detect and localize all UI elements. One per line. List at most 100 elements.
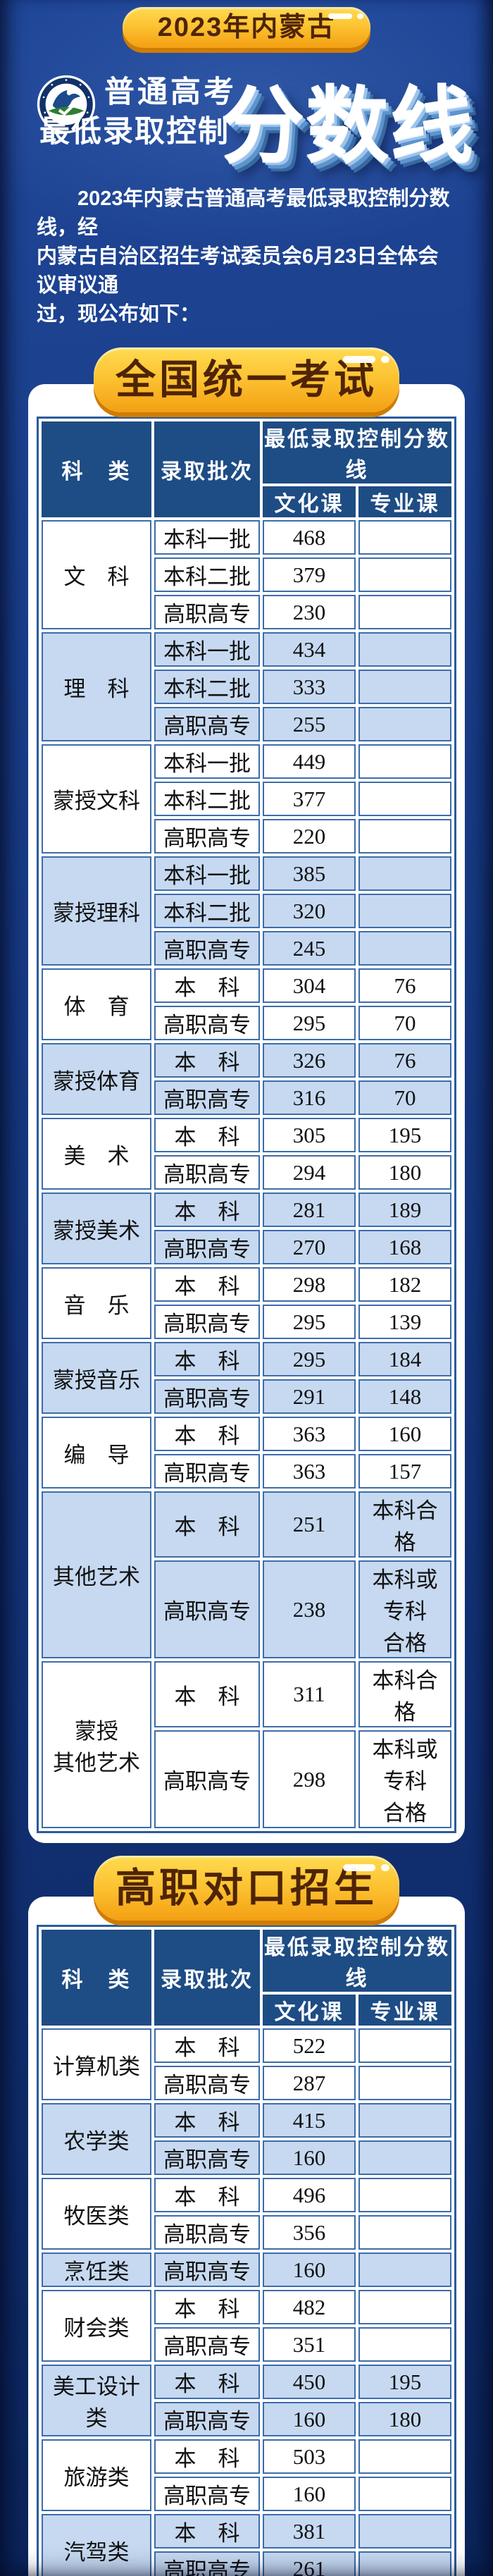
major-score-cell: 139 (358, 1305, 451, 1339)
major-score-cell (358, 819, 451, 853)
table-row: 高职高专 270 168 (42, 1230, 451, 1264)
category-cell: 其他艺术 (42, 1491, 151, 1658)
culture-score-cell: 415 (263, 2103, 356, 2138)
culture-score-cell: 316 (263, 1080, 356, 1115)
major-score-cell: 160 (358, 1417, 451, 1451)
table-row: 文 科本科一批 468 (42, 520, 451, 629)
table-row: 高职高专 230 (42, 595, 451, 629)
batch-cell: 本科一批 (154, 744, 260, 779)
category-cell: 蒙授理科 (42, 856, 151, 966)
major-score-cell: 本科合格 (358, 1491, 451, 1558)
table-row: 高职高专 291 148 (42, 1379, 451, 1414)
table-row: 高职高专 294 180 (42, 1155, 451, 1190)
culture-score-cell: 333 (263, 670, 356, 704)
major-score-cell: 70 (358, 1080, 451, 1115)
major-score-cell (358, 931, 451, 966)
badge-gloss-highlight (343, 356, 389, 363)
major-score-cell: 180 (358, 1155, 451, 1190)
major-score-cell: 182 (358, 1267, 451, 1302)
category-cell: 财会类 (42, 2290, 151, 2362)
batch-cell: 本 科 (154, 1043, 260, 1078)
culture-score-cell: 291 (263, 1379, 356, 1414)
batch-cell: 高职高专 (154, 1730, 260, 1828)
batch-cell: 高职高专 (154, 819, 260, 853)
table-row: 计算机类本 科 522 (42, 2028, 451, 2100)
title-line-2: 最低录取控制 (39, 115, 230, 149)
batch-cell: 本 科 (154, 1267, 260, 1302)
year-badge: 2023年内蒙古 (123, 7, 370, 48)
table-row: 本科二批 379 (42, 557, 451, 592)
header-category: 科 类 (42, 1930, 151, 2026)
culture-score-cell: 160 (263, 2253, 356, 2287)
table-row: 旅游类本 科 503 (42, 2439, 451, 2511)
culture-score-cell: 379 (263, 557, 356, 592)
category-cell: 蒙授体育 (42, 1043, 151, 1115)
header-category: 科 类 (42, 421, 151, 517)
table-row: 高职高专 160 180 (42, 2402, 451, 2436)
category-cell: 美 术 (42, 1118, 151, 1190)
culture-score-cell: 220 (263, 819, 356, 853)
culture-score-cell: 238 (263, 1560, 356, 1658)
batch-cell: 高职高专 (154, 2066, 260, 2100)
culture-score-cell: 377 (263, 782, 356, 816)
major-score-cell (358, 707, 451, 741)
culture-score-cell: 326 (263, 1043, 356, 1078)
intro-paragraph: 2023年内蒙古普通高考最低录取控制分数线，经 内蒙古自治区招生考试委员会6月2… (37, 185, 456, 329)
title-big-3d: 分数线 (220, 80, 475, 173)
major-score-cell: 本科或专科 合格 (358, 1560, 451, 1658)
culture-score-cell: 496 (263, 2178, 356, 2212)
table-row: 本科二批 377 (42, 782, 451, 816)
major-score-cell (358, 2290, 451, 2324)
batch-cell: 本科二批 (154, 670, 260, 704)
category-cell: 烹饪类 (42, 2253, 151, 2287)
intro-line: 过，现公布如下： (37, 303, 201, 326)
culture-score-cell: 160 (263, 2477, 356, 2511)
major-score-cell: 本科合格 (358, 1661, 451, 1727)
culture-score-cell: 270 (263, 1230, 356, 1264)
table-row: 蒙授理科 本科一批 385 (42, 856, 451, 966)
intro-line: 2023年内蒙古普通高考最低录取控制分数线，经 (37, 187, 450, 239)
table-row: 蒙授音乐本 科 295 184 (42, 1342, 451, 1414)
batch-cell: 本科一批 (154, 632, 260, 667)
table-row: 本科二批 320 (42, 894, 451, 928)
culture-score-cell: 482 (263, 2290, 356, 2324)
table-row: 高职高专 220 (42, 819, 451, 853)
header-major: 专业课 (358, 1995, 451, 2026)
culture-score-cell: 385 (263, 856, 356, 891)
exam-center-logo-icon (37, 75, 96, 134)
badge-gloss-highlight (328, 13, 363, 19)
culture-score-cell: 160 (263, 2140, 356, 2175)
batch-cell: 高职高专 (154, 1560, 260, 1658)
category-cell: 计算机类 (42, 2028, 151, 2100)
table-wrapper: 科 类 录取批次 最低录取控制分数线 文化课 专业课 计算机类本 科 522 高职高… (37, 1925, 456, 2576)
table-row: 高职高专 295 139 (42, 1305, 451, 1339)
major-score-cell (358, 894, 451, 928)
badge-gloss-highlight (343, 1864, 389, 1871)
culture-score-cell: 245 (263, 931, 356, 966)
culture-score-cell: 251 (263, 1491, 356, 1558)
table-row: 高职高专 160 (42, 2140, 451, 2175)
batch-cell: 高职高专 (154, 595, 260, 629)
culture-score-cell: 381 (263, 2514, 356, 2549)
major-score-cell: 195 (358, 1118, 451, 1152)
category-cell: 美工设计 类 (42, 2365, 151, 2436)
batch-cell: 高职高专 (154, 1454, 260, 1489)
culture-score-cell: 320 (263, 894, 356, 928)
table-row: 高职高专 316 70 (42, 1080, 451, 1115)
culture-score-cell: 255 (263, 707, 356, 741)
category-cell: 农学类 (42, 2103, 151, 2175)
major-score-cell (358, 2066, 451, 2100)
title-lines: 普通高考 最低录取控制 (0, 72, 243, 151)
header-batch: 录取批次 (154, 1930, 260, 2026)
culture-score-cell: 449 (263, 744, 356, 779)
culture-score-cell: 295 (263, 1006, 356, 1040)
major-score-cell (358, 782, 451, 816)
table-row: 牧医类本 科 496 (42, 2178, 451, 2250)
table-row: 高职高专 255 (42, 707, 451, 741)
major-score-cell (358, 2028, 451, 2063)
table-row: 烹饪类 高职高专 160 (42, 2253, 451, 2287)
score-table-panel-national: 科 类 录取批次 最低录取控制分数线 文化课 专业课 文 科本科一批 468 本科二… (28, 384, 465, 1843)
score-table-panel-vocational: 科 类 录取批次 最低录取控制分数线 文化课 专业课 计算机类本 科 522 高职高… (28, 1897, 465, 2576)
table-row: 体 育本 科 304 76 (42, 968, 451, 1040)
